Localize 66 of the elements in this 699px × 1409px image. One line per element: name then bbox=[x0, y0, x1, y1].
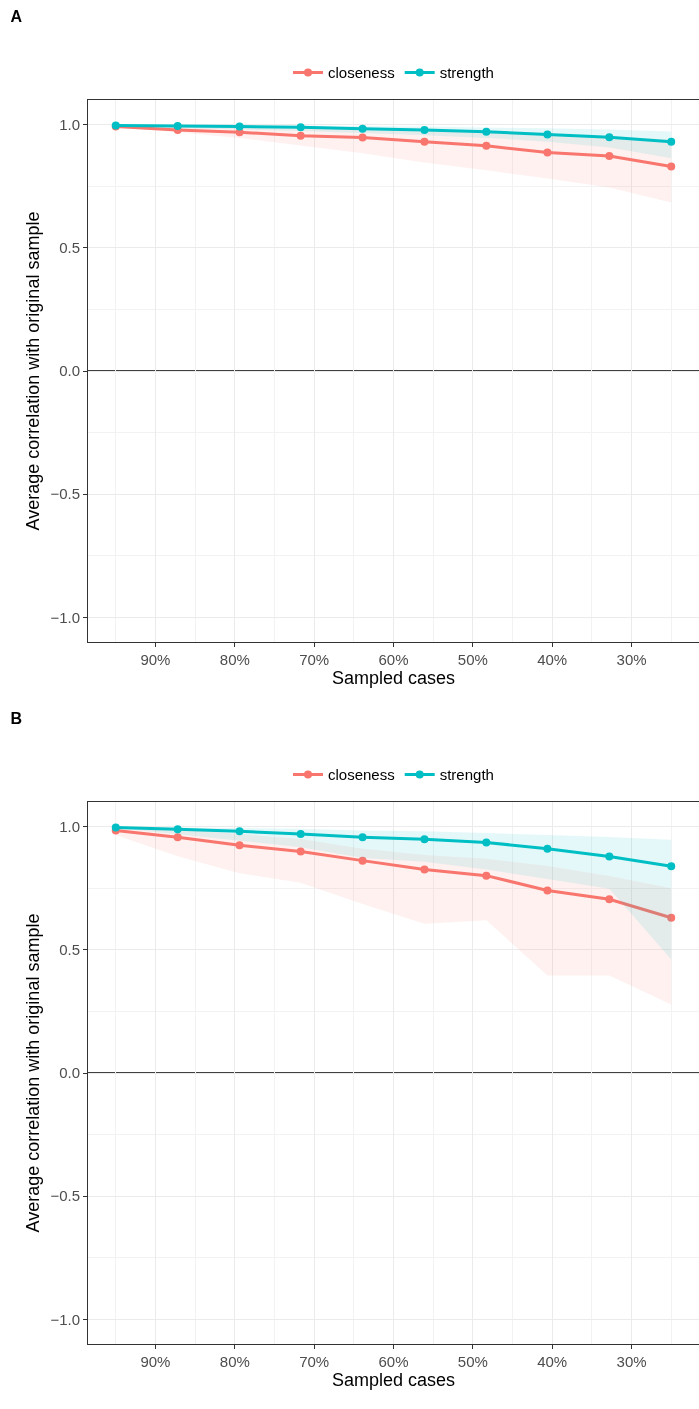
y-tick-label: 1.0 bbox=[59, 817, 80, 835]
point bbox=[358, 856, 367, 865]
x-tick-label: 60% bbox=[378, 1353, 409, 1370]
point bbox=[235, 827, 244, 836]
x-tick-label: 30% bbox=[616, 651, 647, 668]
point bbox=[667, 913, 676, 922]
point bbox=[173, 833, 182, 842]
point bbox=[173, 825, 182, 834]
y-tick-label: 0.0 bbox=[59, 362, 80, 380]
point bbox=[605, 852, 614, 861]
point bbox=[667, 862, 676, 871]
x-tick-label: 40% bbox=[537, 651, 568, 668]
point bbox=[543, 148, 552, 157]
y-tick-label: −0.5 bbox=[50, 1187, 80, 1205]
point bbox=[296, 847, 305, 856]
y-axis-title: Average correlation with original sample bbox=[22, 913, 43, 1233]
point bbox=[605, 133, 614, 142]
point bbox=[296, 131, 305, 140]
y-tick-label: 0.5 bbox=[59, 239, 80, 257]
point bbox=[543, 130, 552, 139]
y-axis-title: Average correlation with original sample bbox=[22, 211, 43, 531]
point bbox=[358, 133, 367, 142]
point bbox=[358, 833, 367, 842]
x-tick-label: 30% bbox=[616, 1353, 647, 1370]
y-tick-label: −0.5 bbox=[50, 485, 80, 503]
y-tick-label: 0.5 bbox=[59, 941, 80, 959]
point bbox=[667, 137, 676, 146]
legend-label: closeness bbox=[328, 64, 395, 82]
y-tick-label: 1.0 bbox=[59, 115, 80, 133]
point bbox=[420, 865, 429, 874]
point bbox=[543, 886, 552, 895]
y-tick-label: −1.0 bbox=[50, 1310, 80, 1328]
x-tick-label: 40% bbox=[537, 1353, 568, 1370]
chart-title: B bbox=[10, 709, 23, 727]
point bbox=[605, 151, 614, 160]
point bbox=[482, 838, 491, 847]
x-tick-label: 90% bbox=[140, 1353, 171, 1370]
y-tick-label: −1.0 bbox=[50, 608, 80, 626]
legend-label: strength bbox=[439, 766, 494, 784]
x-tick-label: 50% bbox=[457, 1353, 488, 1370]
legend-label: strength bbox=[439, 64, 494, 82]
x-tick-label: 80% bbox=[219, 1353, 250, 1370]
point bbox=[296, 123, 305, 132]
x-tick-label: 70% bbox=[299, 651, 330, 668]
x-tick-label: 90% bbox=[140, 651, 171, 668]
point bbox=[235, 841, 244, 850]
point bbox=[420, 137, 429, 146]
x-tick-label: 50% bbox=[457, 651, 488, 668]
point bbox=[482, 871, 491, 880]
point bbox=[543, 844, 552, 853]
point bbox=[420, 835, 429, 844]
x-axis-title: Sampled cases bbox=[331, 668, 456, 689]
chart-title: A bbox=[10, 7, 23, 25]
point bbox=[667, 162, 676, 171]
x-tick-label: 60% bbox=[378, 651, 409, 668]
x-tick-label: 80% bbox=[219, 651, 250, 668]
legend-label: closeness bbox=[328, 766, 395, 784]
y-tick-label: 0.0 bbox=[59, 1064, 80, 1082]
x-tick-label: 70% bbox=[299, 1353, 330, 1370]
x-axis-title: Sampled cases bbox=[331, 1370, 456, 1391]
point bbox=[296, 830, 305, 839]
point bbox=[605, 895, 614, 904]
point bbox=[420, 126, 429, 135]
point bbox=[482, 127, 491, 136]
point bbox=[358, 124, 367, 133]
point bbox=[482, 141, 491, 150]
